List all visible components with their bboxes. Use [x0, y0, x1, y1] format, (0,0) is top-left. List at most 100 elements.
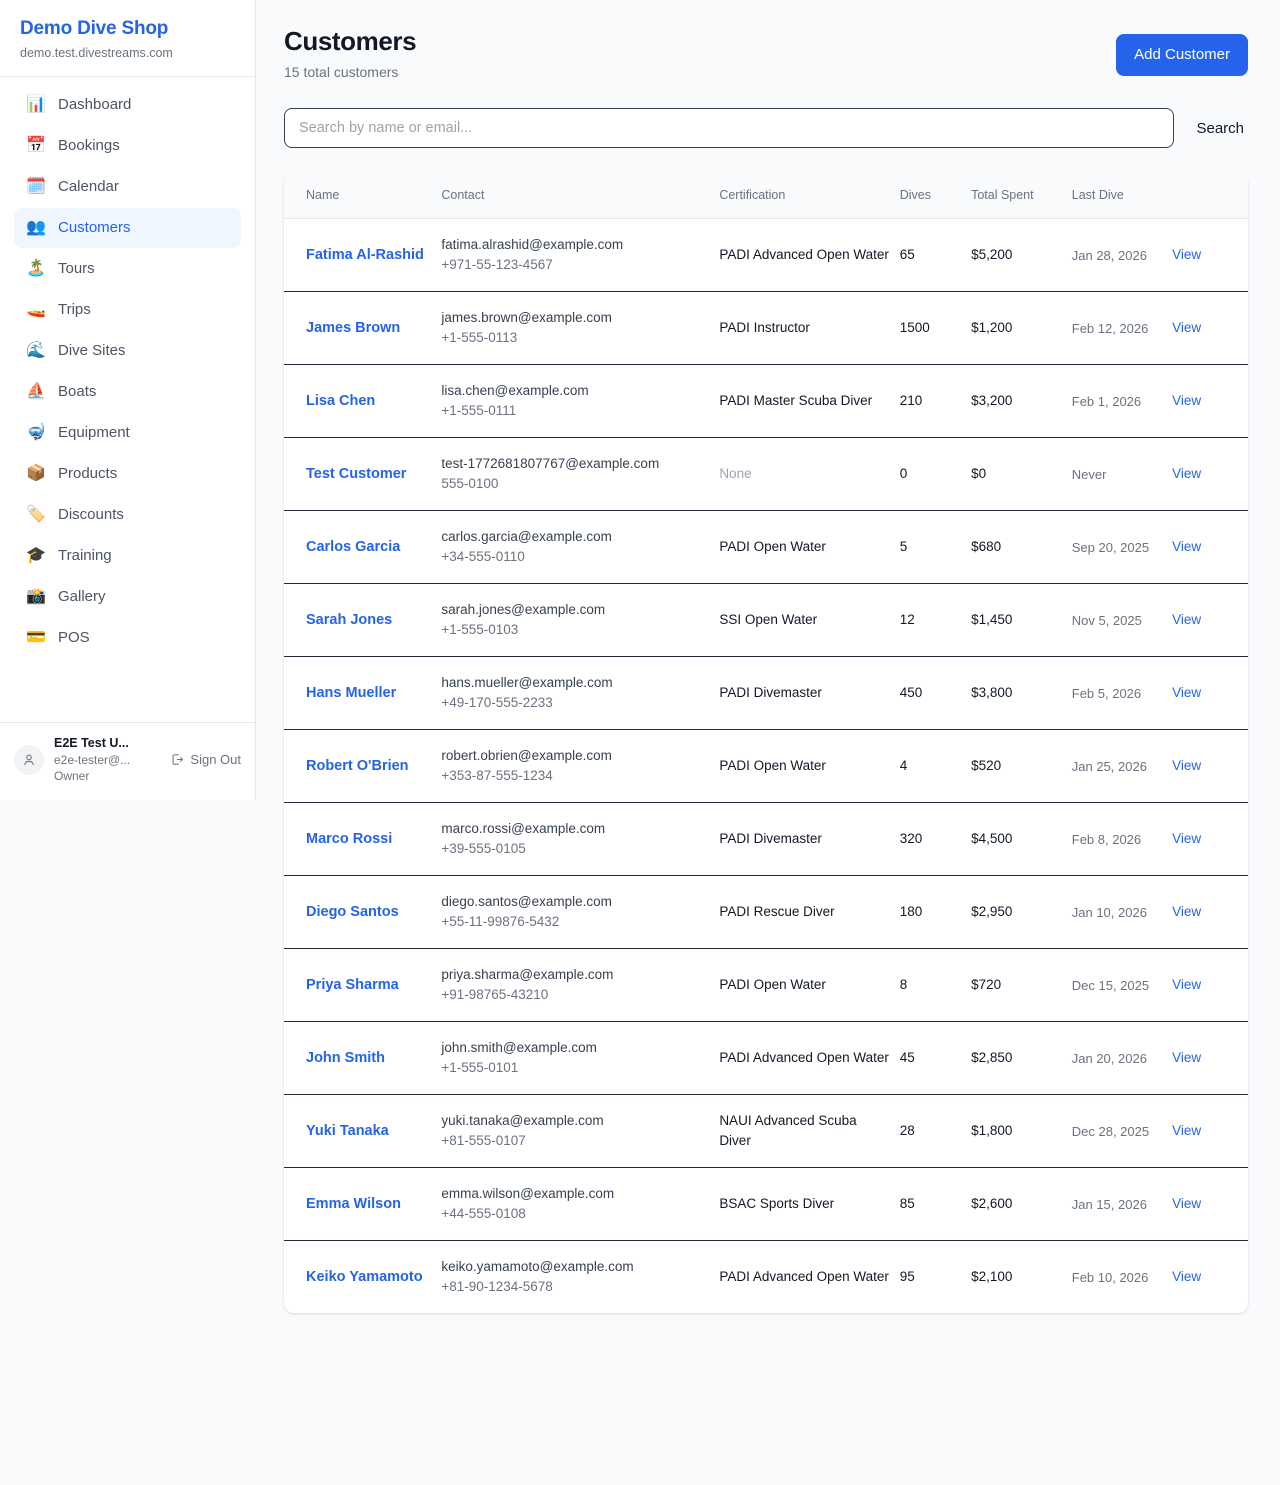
customer-phone: 555-0100 — [441, 476, 499, 491]
customer-name-link[interactable]: Test Customer — [306, 466, 407, 482]
page-title-block: Customers 15 total customers — [284, 24, 417, 82]
customer-name-link[interactable]: Robert O'Brien — [306, 758, 409, 774]
sidebar-item-dashboard[interactable]: 📊 Dashboard — [14, 85, 241, 125]
column-header-actions — [1166, 173, 1248, 219]
add-customer-button[interactable]: Add Customer — [1116, 34, 1248, 76]
sidebar-item-dive-sites[interactable]: 🌊 Dive Sites — [14, 331, 241, 371]
cell-actions: View — [1166, 1094, 1248, 1168]
column-header-contact: Contact — [441, 173, 720, 219]
sidebar-item-equipment[interactable]: 🤿 Equipment — [14, 413, 241, 453]
cell-certification: PADI Divemaster — [719, 656, 900, 730]
view-link[interactable]: View — [1172, 466, 1202, 481]
sidebar-item-gallery[interactable]: 📸 Gallery — [14, 577, 241, 617]
sidebar-item-training[interactable]: 🎓 Training — [14, 536, 241, 576]
credit-card-icon: 💳 — [26, 629, 46, 646]
customer-name-link[interactable]: Priya Sharma — [306, 977, 399, 993]
package-icon: 📦 — [26, 465, 46, 482]
cell-name: John Smith — [284, 1021, 442, 1095]
cell-certification: None — [719, 437, 900, 511]
table-row: Test Customer test-1772681807767@example.… — [284, 437, 1248, 511]
view-link[interactable]: View — [1172, 539, 1202, 554]
view-link[interactable]: View — [1172, 831, 1202, 846]
customer-email: emma.wilson@example.com — [441, 1186, 615, 1201]
customer-name-link[interactable]: Keiko Yamamoto — [306, 1269, 423, 1285]
table-row: Hans Mueller hans.mueller@example.com +49-… — [284, 656, 1248, 730]
customer-name-link[interactable]: James Brown — [306, 320, 401, 336]
cell-total-spent: $2,850 — [971, 1021, 1072, 1095]
customer-name-link[interactable]: Lisa Chen — [306, 393, 376, 409]
cell-actions: View — [1166, 510, 1248, 584]
table-row: Priya Sharma priya.sharma@example.com +91-… — [284, 948, 1248, 1022]
customer-email: sarah.jones@example.com — [441, 602, 606, 617]
view-link[interactable]: View — [1172, 612, 1202, 627]
view-link[interactable]: View — [1172, 685, 1202, 700]
view-link[interactable]: View — [1172, 247, 1202, 262]
customer-name-link[interactable]: Sarah Jones — [306, 612, 393, 628]
sidebar-item-label: Dashboard — [58, 96, 132, 113]
cell-name: Keiko Yamamoto — [284, 1241, 441, 1314]
column-header-name: Name — [284, 173, 442, 219]
bar-chart-icon: 📊 — [26, 96, 46, 113]
customer-name-link[interactable]: Carlos Garcia — [306, 539, 401, 555]
table-row: James Brown james.brown@example.com +1-555… — [284, 291, 1248, 365]
view-link[interactable]: View — [1172, 758, 1202, 773]
cell-name: Diego Santos — [284, 875, 442, 949]
sidebar-item-customers[interactable]: 👥 Customers — [14, 208, 241, 248]
sidebar-item-calendar[interactable]: 🗓️ Calendar — [14, 167, 241, 207]
customer-name-link[interactable]: John Smith — [306, 1050, 385, 1066]
customer-email: test-1772681807767@example.com — [441, 456, 660, 471]
search-input[interactable] — [284, 108, 1175, 148]
table-row: Sarah Jones sarah.jones@example.com +1-555… — [284, 583, 1248, 657]
cell-last-dive: Jan 20, 2026 — [1071, 1021, 1167, 1095]
cell-last-dive: Jan 10, 2026 — [1071, 875, 1167, 949]
cell-last-dive: Sep 20, 2025 — [1071, 510, 1167, 584]
cell-contact: diego.santos@example.com +55-11-99876-543… — [441, 875, 720, 949]
speedboat-icon: 🚤 — [26, 301, 46, 318]
view-link[interactable]: View — [1172, 320, 1202, 335]
cell-actions: View — [1166, 291, 1248, 365]
view-link[interactable]: View — [1172, 1269, 1202, 1284]
customer-name-link[interactable]: Diego Santos — [306, 904, 399, 920]
customer-name-link[interactable]: Emma Wilson — [306, 1196, 401, 1212]
customer-name-link[interactable]: Hans Mueller — [306, 685, 397, 701]
cell-last-dive: Feb 5, 2026 — [1071, 656, 1167, 730]
sidebar-item-discounts[interactable]: 🏷️ Discounts — [14, 495, 241, 535]
search-button[interactable]: Search — [1192, 120, 1248, 137]
sidebar-item-tours[interactable]: 🏝️ Tours — [14, 249, 241, 289]
cell-dives: 180 — [899, 875, 972, 949]
customer-email: hans.mueller@example.com — [441, 675, 613, 690]
avatar — [14, 744, 44, 775]
sign-out-button[interactable]: Sign Out — [170, 752, 241, 767]
customer-name-link[interactable]: Yuki Tanaka — [306, 1123, 389, 1139]
table-row: Fatima Al-Rashid fatima.alrashid@example.… — [284, 218, 1248, 292]
cell-contact: test-1772681807767@example.com 555-0100 — [441, 437, 720, 511]
brand-block: Demo Dive Shop demo.test.divestreams.com — [0, 0, 255, 77]
customer-email: john.smith@example.com — [441, 1040, 597, 1055]
view-link[interactable]: View — [1172, 1050, 1202, 1065]
sidebar-item-pos[interactable]: 💳 POS — [14, 618, 241, 658]
customer-name-link[interactable]: Fatima Al-Rashid — [306, 247, 424, 263]
customer-name-link[interactable]: Marco Rossi — [306, 831, 393, 847]
sidebar-item-label: Boats — [58, 383, 97, 400]
view-link[interactable]: View — [1172, 393, 1202, 408]
cell-name: Priya Sharma — [284, 948, 442, 1022]
cell-contact: yuki.tanaka@example.com +81-555-0107 — [441, 1094, 720, 1168]
view-link[interactable]: View — [1172, 1196, 1202, 1211]
sidebar-item-products[interactable]: 📦 Products — [14, 454, 241, 494]
table-row: John Smith john.smith@example.com +1-555-0… — [284, 1021, 1248, 1095]
customer-email: carlos.garcia@example.com — [441, 529, 612, 544]
view-link[interactable]: View — [1172, 904, 1202, 919]
column-header-dives: Dives — [899, 173, 972, 219]
cell-name: Carlos Garcia — [284, 510, 442, 584]
cell-actions: View — [1166, 364, 1248, 438]
user-role: Owner — [54, 769, 90, 783]
sidebar-item-trips[interactable]: 🚤 Trips — [14, 290, 241, 330]
view-link[interactable]: View — [1172, 977, 1202, 992]
cell-actions: View — [1166, 1241, 1248, 1314]
view-link[interactable]: View — [1172, 1123, 1202, 1138]
sidebar-item-boats[interactable]: ⛵ Boats — [14, 372, 241, 412]
sidebar-item-bookings[interactable]: 📅 Bookings — [14, 126, 241, 166]
cell-dives: 95 — [899, 1269, 915, 1284]
cell-total-spent: $3,200 — [971, 364, 1072, 438]
customer-phone: +1-555-0103 — [441, 622, 519, 637]
